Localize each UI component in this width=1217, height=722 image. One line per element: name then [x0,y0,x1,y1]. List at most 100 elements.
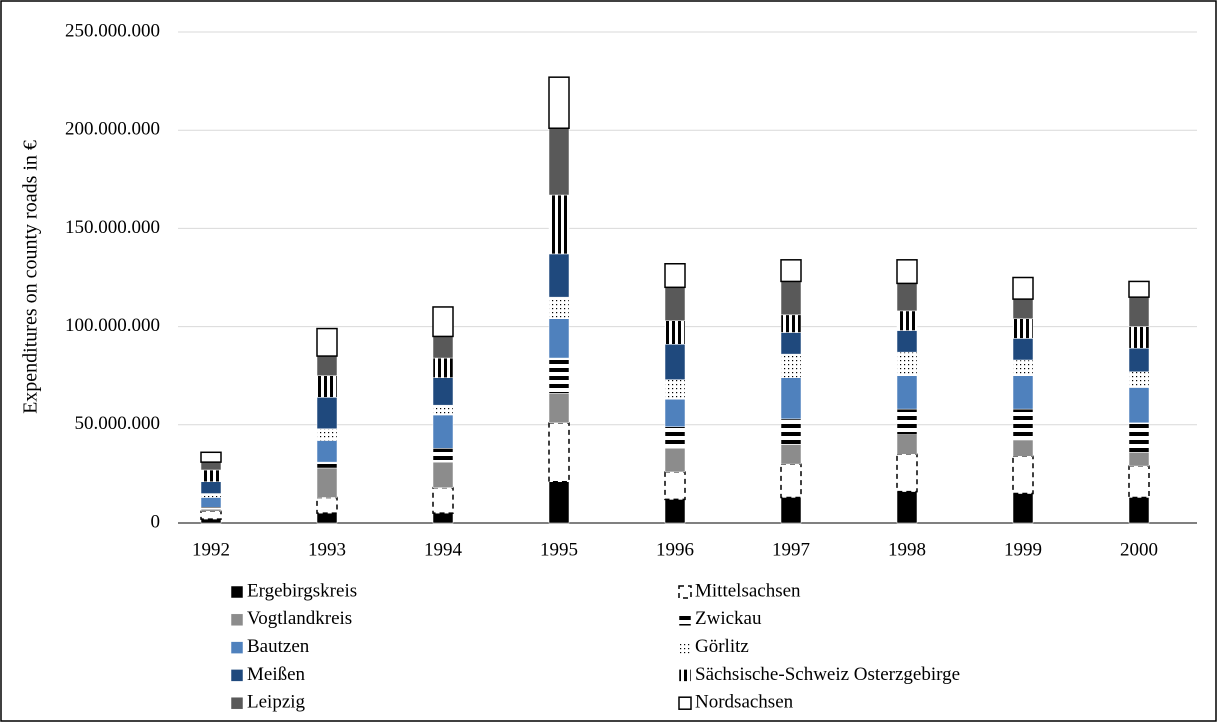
bar-segment [664,426,686,449]
bar-segment [432,336,454,359]
bar-segment [200,509,222,512]
bar-segment [664,399,686,428]
bar-segment [664,499,686,524]
legend-swatch [230,669,244,682]
bar-segment [316,440,338,463]
bar-segment [1128,452,1150,467]
y-tick-label: 0 [151,511,161,532]
bar-segment [1012,375,1034,410]
bar-segment [432,448,454,463]
bar-segment [664,287,686,321]
x-tick-label: 1999 [1004,539,1042,560]
bar-segment [200,493,222,498]
bar-segment [1012,408,1034,441]
bar-segment [432,357,454,378]
legend-label: Vogtlandkreis [247,608,352,629]
legend-swatch [678,613,692,627]
bar-segment [780,259,802,283]
bar-segment [432,486,454,514]
legend-swatch [678,641,692,654]
bar-segment [548,422,570,483]
bar-segment [896,491,918,524]
bar-segment [1012,359,1034,376]
bar-segment [316,397,338,429]
bar-segment [432,377,454,406]
x-tick-label: 1995 [540,539,578,560]
bar-segment [316,355,338,376]
y-tick-label: 150.000.000 [65,217,160,238]
y-tick-label: 50.000.000 [75,413,161,434]
bar-segment [200,451,222,463]
legend-label: Bautzen [247,636,310,657]
bar-segment [1128,280,1150,298]
bar-segment [664,448,686,473]
bar-segment [780,377,802,420]
legend-swatch [678,669,692,682]
y-tick-label: 200.000.000 [65,119,160,140]
bar-segment [1128,497,1150,524]
bar-segment [1012,493,1034,524]
bar-segment [548,253,570,298]
bar-segment [1128,326,1150,349]
bar-segment [1012,455,1034,495]
bar-segment [548,76,570,129]
bar-segment [316,461,338,469]
bar-segment [548,296,570,319]
bar-segment [316,512,338,524]
bar-segment [548,194,570,255]
legend-label: Leipzig [247,692,306,713]
bar-segment [1012,338,1034,361]
y-tick-label: 250.000.000 [65,20,160,41]
bar-segment [1012,318,1034,339]
bar-segment [780,314,802,333]
bar-segment [200,469,222,483]
legend-swatch [230,641,244,654]
bar-segment [432,461,454,488]
bar-segment [896,375,918,410]
bar-segment [664,344,686,380]
legend-label: Meißen [247,664,306,685]
bar-segment [896,351,918,376]
legend-label: Görlitz [695,636,749,657]
bar-segment [664,320,686,345]
x-tick-label: 1992 [192,539,230,560]
bar-segment [1128,371,1150,388]
bar-segment [200,497,222,508]
bar-segment [664,263,686,289]
bar-segment [200,507,222,510]
legend-swatch [230,585,244,599]
bar-segment [1128,387,1150,424]
bar-segment [664,471,686,501]
bar-segment [200,481,222,494]
bar-segment [1128,296,1150,327]
bar-segment [316,496,338,514]
legend-swatch [230,696,244,710]
bar-segment [896,259,918,285]
bar-segment [896,330,918,353]
x-tick-label: 1993 [308,539,346,560]
bar-segment [780,497,802,524]
bar-segment [548,127,570,196]
bar-segment [316,327,338,357]
bar-segment [548,357,570,394]
bar-segment [780,418,802,445]
bar-segment [1128,465,1150,499]
x-tick-label: 1998 [888,539,926,560]
bar-segment [896,408,918,435]
bar-segment [1012,298,1034,319]
bar-segment [432,306,454,338]
legend-label: Mittelsachsen [695,580,801,601]
bar-segment [896,453,918,493]
bar-segment [200,510,222,520]
bar-segment [1012,440,1034,457]
bar-segment [780,353,802,378]
bar-segment [1128,347,1150,373]
bar-segment [780,281,802,316]
bar-segment [316,467,338,498]
bar-segment [1012,276,1034,300]
bar-segment [896,434,918,455]
bar-segment [664,379,686,400]
